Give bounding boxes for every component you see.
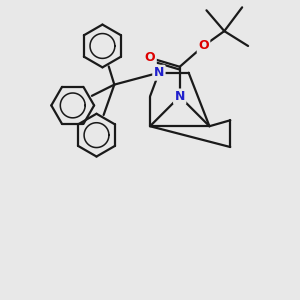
Text: N: N — [175, 90, 185, 103]
Text: O: O — [198, 40, 209, 52]
Text: O: O — [145, 51, 155, 64]
Text: N: N — [154, 66, 164, 79]
